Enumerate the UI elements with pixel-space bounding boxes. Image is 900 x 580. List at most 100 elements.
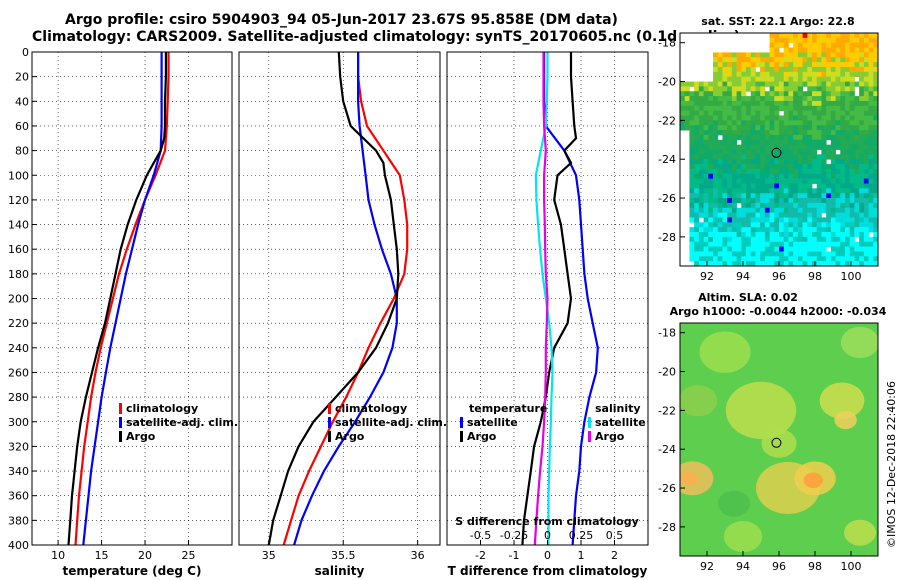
sst-cell — [731, 120, 737, 126]
sst-cell — [708, 217, 714, 223]
sst-cell — [835, 115, 841, 121]
sst-cell — [717, 149, 723, 155]
sst-cell — [783, 193, 789, 199]
sst-cell — [764, 173, 770, 180]
sst-cell — [713, 57, 719, 63]
sst-cell — [845, 207, 851, 214]
sst-cell — [717, 212, 723, 218]
sst-cell — [760, 241, 766, 247]
sst-cell — [802, 125, 808, 131]
sst-cell — [760, 66, 766, 73]
sst-cell — [821, 57, 827, 63]
sst-cell — [840, 115, 846, 121]
sst-cell — [835, 86, 841, 92]
sst-cell — [755, 52, 761, 58]
sst-cell — [750, 130, 756, 136]
sst-cell — [731, 91, 737, 97]
sst-cell — [807, 81, 813, 87]
diff-legend-swatch — [588, 431, 591, 442]
sst-cell — [755, 139, 761, 146]
sst-cell — [717, 110, 723, 116]
sst-cell — [736, 144, 742, 150]
sst-cell — [779, 149, 785, 155]
sst-cell — [783, 110, 789, 116]
sst-cell — [835, 33, 841, 39]
sst-cell — [816, 227, 822, 233]
sst-cell — [821, 241, 827, 247]
sst-cell — [859, 120, 865, 126]
sst-cell — [694, 130, 700, 136]
sst-cell — [680, 105, 686, 112]
sst-cell — [769, 62, 775, 68]
sst-cell — [873, 222, 878, 228]
sst-cell — [816, 42, 822, 48]
sst-cell — [708, 164, 714, 170]
sst-cell — [802, 193, 808, 199]
sst-cell — [746, 173, 752, 180]
sst-cell — [779, 207, 785, 214]
sst-cell — [802, 256, 808, 262]
sst-cell — [873, 168, 878, 175]
sst-cell — [708, 222, 714, 228]
sst-cell — [830, 52, 836, 58]
sst-cell — [727, 168, 733, 175]
sst-cell — [783, 149, 789, 155]
sst-cell — [821, 178, 827, 184]
sst-cell — [854, 149, 860, 155]
sst-cell — [797, 202, 803, 209]
sst-cell — [760, 62, 766, 68]
sst-cell — [868, 227, 874, 233]
sst-cell — [868, 236, 874, 243]
sst-cell — [746, 125, 752, 131]
sst-cell — [821, 86, 827, 92]
sst-cell — [760, 76, 766, 82]
sst-cell — [854, 251, 860, 257]
sst-cell — [779, 52, 785, 58]
sst-cell — [755, 86, 761, 92]
sst-cell — [835, 188, 841, 194]
sst-cell — [863, 232, 869, 238]
sst-cell — [708, 105, 714, 112]
sst-cell — [764, 120, 770, 126]
sst-cell — [713, 139, 719, 146]
sst-cell — [727, 52, 733, 58]
sst-cell — [793, 47, 799, 53]
sst-cell — [868, 168, 874, 175]
sst-cell — [703, 120, 709, 126]
sst-cell — [694, 193, 700, 199]
sst-cell — [816, 207, 822, 214]
sst-cell — [873, 236, 878, 243]
sst-cell — [713, 222, 719, 228]
sst-cell — [826, 130, 832, 136]
sst-cell — [779, 164, 785, 170]
sst-cell — [750, 110, 756, 116]
sst-cell — [713, 62, 719, 68]
sst-cell — [873, 241, 878, 247]
sst-cell — [859, 246, 865, 252]
sst-cell — [779, 57, 785, 63]
sst-map-ytick-label: -20 — [658, 76, 676, 89]
sst-cell — [830, 62, 836, 68]
sst-cell — [812, 42, 818, 48]
sst-cell — [863, 125, 869, 131]
sst-cell — [816, 105, 822, 112]
sst-cell — [821, 246, 827, 252]
sst-cell — [689, 212, 695, 218]
sst-cell — [854, 37, 860, 44]
sst-cell — [812, 232, 818, 238]
sst-cell — [835, 57, 841, 63]
sst-cell — [788, 62, 794, 68]
sst-cell — [746, 236, 752, 243]
sst-cell — [830, 96, 836, 102]
sst-cell — [835, 91, 841, 97]
sst-cell — [845, 261, 851, 266]
sla-map-ytick-label: -28 — [658, 521, 676, 534]
sst-cell — [830, 81, 836, 87]
sst-cell — [680, 125, 686, 131]
sst-cell — [755, 149, 761, 155]
sst-cell — [769, 222, 775, 228]
sst-cell — [746, 256, 752, 262]
sst-cell — [807, 134, 813, 141]
sst-cell — [816, 241, 822, 247]
sst-cell — [694, 96, 700, 102]
